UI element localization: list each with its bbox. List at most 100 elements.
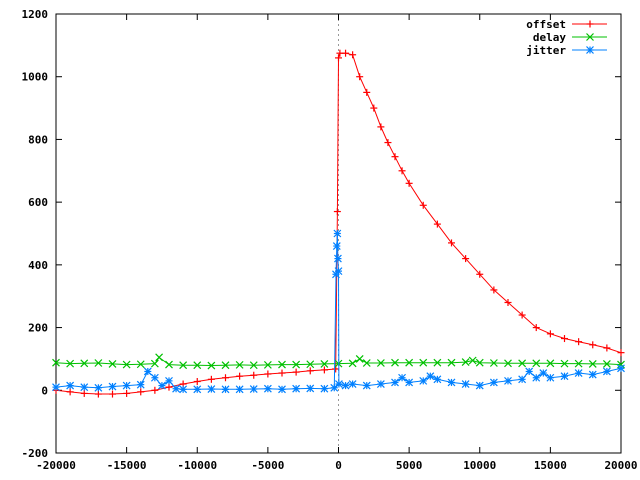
data-point (461, 380, 470, 388)
data-point (461, 358, 470, 366)
data-point (398, 373, 406, 382)
data-point (292, 368, 300, 376)
data-point (589, 341, 597, 349)
data-point (419, 201, 427, 209)
legend-label-offset: offset (526, 18, 566, 31)
data-point (333, 208, 341, 216)
data-point (80, 389, 88, 397)
data-point (335, 54, 342, 62)
legend-label-delay: delay (533, 31, 566, 44)
data-point (532, 324, 540, 332)
y-tick-label: 600 (28, 196, 48, 209)
data-point (433, 358, 442, 367)
data-point (94, 390, 102, 398)
data-point (136, 360, 145, 369)
data-point (320, 366, 328, 374)
data-point (292, 384, 301, 393)
data-point (377, 123, 385, 131)
data-point (306, 360, 315, 369)
data-point (504, 298, 512, 306)
data-point (489, 359, 498, 367)
data-point (433, 220, 441, 228)
data-point (490, 286, 498, 294)
series-offset (52, 49, 625, 398)
data-point (264, 370, 272, 378)
data-point (165, 360, 173, 369)
data-point (586, 33, 594, 41)
data-point (80, 359, 89, 368)
data-point (123, 389, 131, 397)
data-point (66, 381, 75, 390)
data-point (108, 382, 117, 391)
data-point (193, 378, 201, 386)
data-point (320, 384, 329, 393)
y-tick-label: 1200 (22, 8, 49, 21)
y-tick-label: 1000 (22, 71, 49, 84)
data-point (263, 384, 272, 393)
data-point (334, 267, 343, 276)
data-point (356, 73, 364, 81)
data-point (332, 242, 341, 250)
data-point (236, 372, 244, 380)
y-tick-label: 800 (28, 133, 48, 146)
data-point (405, 378, 414, 387)
data-point (560, 372, 569, 381)
data-point (376, 380, 385, 388)
x-tick-label: 10000 (463, 459, 496, 472)
x-tick-label: -5000 (251, 459, 284, 472)
data-point (151, 386, 159, 394)
data-point (518, 375, 527, 384)
data-point (588, 360, 597, 368)
data-point (348, 359, 357, 368)
data-point (504, 376, 512, 385)
x-tick-label: 15000 (534, 459, 567, 472)
data-point (52, 383, 60, 392)
data-point (532, 359, 541, 368)
data-point (333, 229, 342, 238)
data-point (207, 361, 216, 370)
data-point (574, 359, 583, 368)
data-point (94, 383, 103, 392)
data-point (306, 384, 315, 393)
y-tick-label: 200 (28, 322, 48, 335)
data-point (179, 385, 188, 394)
data-point (348, 380, 357, 388)
data-point (539, 369, 548, 377)
data-point (586, 46, 594, 54)
data-point (448, 239, 455, 247)
y-axis-ticks: -200 0 200 400 600 800 1000 1200 (22, 8, 621, 460)
data-point (468, 356, 477, 365)
x-axis-ticks: -20000 -15000 -10000 -5000 0 5000 10000 15000 20… (36, 14, 638, 472)
data-point (341, 381, 350, 390)
data-point (391, 153, 399, 161)
data-point (419, 376, 428, 385)
y-tick-label: 400 (28, 259, 48, 272)
data-point (447, 358, 456, 367)
x-tick-label: -15000 (107, 459, 147, 472)
data-point (158, 381, 166, 390)
data-point (150, 359, 159, 368)
data-point (52, 358, 60, 367)
data-point (504, 359, 512, 368)
data-point (376, 359, 385, 367)
data-point (108, 360, 117, 368)
data-point (603, 344, 611, 352)
data-point (391, 378, 399, 387)
data-point (518, 359, 527, 368)
data-point (532, 373, 541, 382)
data-point (391, 358, 399, 367)
data-point (447, 378, 456, 387)
x-tick-label: 5000 (396, 459, 423, 472)
x-tick-label: 20000 (604, 459, 637, 472)
data-point (66, 359, 75, 368)
data-point (475, 358, 484, 367)
data-point (306, 367, 314, 375)
data-point (355, 355, 364, 363)
data-point (602, 367, 611, 376)
data-point (109, 390, 116, 398)
data-point (165, 383, 173, 391)
data-point (165, 376, 173, 385)
